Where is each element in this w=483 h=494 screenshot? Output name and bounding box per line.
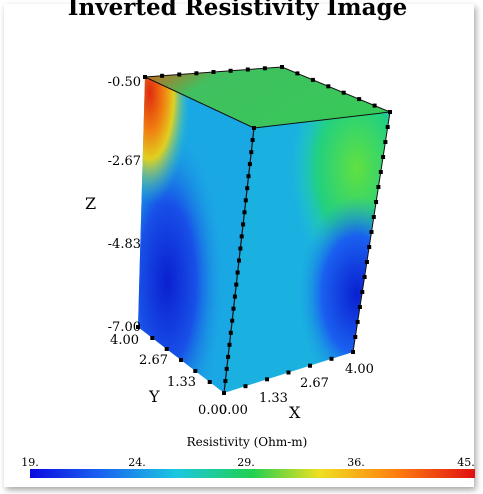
chart-title: Inverted Resistivity Image bbox=[67, 0, 408, 21]
edge-marker-46 bbox=[374, 200, 379, 204]
edge-marker-14 bbox=[357, 97, 362, 102]
edge-marker-52 bbox=[360, 290, 365, 294]
edge-marker-33 bbox=[230, 318, 235, 323]
edge-marker-35 bbox=[227, 342, 232, 347]
x-tick-3: 2.67 bbox=[300, 376, 329, 391]
edge-marker-0 bbox=[143, 75, 147, 79]
x-axis-label: X bbox=[289, 403, 301, 422]
edge-marker-64 bbox=[136, 325, 140, 329]
edge-marker-5 bbox=[228, 68, 233, 73]
colorbar-label: Resistivity (Ohm-m) bbox=[187, 435, 308, 449]
y-tick-3: 1.33 bbox=[167, 375, 196, 390]
edge-marker-32 bbox=[231, 306, 236, 311]
edge-marker-68 bbox=[193, 369, 198, 373]
edge-marker-30 bbox=[234, 282, 239, 287]
edge-marker-25 bbox=[241, 222, 246, 227]
edge-marker-41 bbox=[385, 125, 390, 129]
colorbar bbox=[30, 469, 475, 478]
edge-marker-44 bbox=[378, 170, 383, 174]
edge-marker-66 bbox=[164, 347, 169, 351]
edge-marker-4 bbox=[211, 70, 216, 74]
edge-marker-51 bbox=[362, 275, 367, 279]
edge-marker-20 bbox=[247, 162, 252, 167]
edge-markers bbox=[136, 65, 392, 395]
edge-marker-65 bbox=[150, 336, 155, 340]
edge-marker-45 bbox=[376, 185, 381, 189]
edge-marker-70 bbox=[222, 391, 226, 395]
edge-marker-62 bbox=[329, 356, 334, 361]
x-tick-4: 4.00 bbox=[345, 362, 374, 377]
z-tick-4: -7.00 bbox=[108, 320, 141, 335]
edge-marker-38 bbox=[223, 379, 228, 383]
z-tick-2: -2.67 bbox=[108, 154, 141, 169]
z-axis-label: Z bbox=[85, 194, 96, 213]
edge-marker-37 bbox=[224, 366, 229, 371]
edge-marker-23 bbox=[243, 198, 248, 203]
edge-marker-59 bbox=[265, 377, 269, 382]
edge-marker-1 bbox=[160, 73, 165, 78]
edge-marker-18 bbox=[250, 138, 255, 142]
y-tick-4: 0.00 bbox=[198, 403, 227, 418]
edge-marker-3 bbox=[194, 71, 199, 76]
edge-marker-2 bbox=[177, 72, 182, 77]
edge-marker-22 bbox=[245, 186, 250, 191]
edge-marker-53 bbox=[357, 305, 362, 309]
edge-marker-63 bbox=[351, 350, 355, 354]
edge-marker-69 bbox=[207, 380, 212, 384]
resistivity-volume bbox=[138, 66, 391, 394]
top-face bbox=[145, 67, 390, 128]
edge-marker-50 bbox=[364, 260, 369, 264]
edge-marker-17 bbox=[252, 126, 256, 130]
edge-marker-34 bbox=[228, 330, 233, 335]
z-tick-3: -4.83 bbox=[108, 237, 141, 252]
colorbar-tick-1: 19. bbox=[21, 456, 39, 469]
y-axis-label: Y bbox=[148, 387, 160, 406]
edge-marker-61 bbox=[308, 363, 312, 368]
edge-marker-6 bbox=[245, 67, 250, 72]
colorbar-tick-4: 36. bbox=[347, 456, 365, 469]
edge-marker-43 bbox=[381, 155, 386, 159]
edge-marker-15 bbox=[372, 103, 377, 108]
y-tick-2: 2.67 bbox=[139, 353, 168, 368]
edge-marker-60 bbox=[286, 370, 291, 375]
edge-marker-28 bbox=[237, 258, 241, 263]
edge-marker-27 bbox=[238, 246, 243, 251]
edge-marker-26 bbox=[239, 234, 244, 239]
edge-marker-42 bbox=[383, 140, 388, 144]
colorbar-tick-2: 24. bbox=[128, 456, 146, 469]
edge-marker-58 bbox=[243, 384, 248, 389]
edge-marker-47 bbox=[371, 215, 376, 219]
colorbar-tick-5: 45. bbox=[457, 456, 475, 469]
edge-marker-29 bbox=[235, 270, 240, 275]
colorbar-tick-3: 29. bbox=[237, 456, 255, 469]
edge-marker-11 bbox=[310, 77, 315, 82]
z-tick-1: -0.50 bbox=[108, 75, 141, 90]
edge-marker-19 bbox=[249, 150, 254, 155]
y-tick-1: 4.00 bbox=[110, 333, 139, 348]
x-tick-2: 1.33 bbox=[259, 391, 288, 406]
edge-marker-55 bbox=[353, 335, 358, 339]
edge-marker-24 bbox=[242, 210, 247, 215]
edge-marker-67 bbox=[179, 358, 183, 362]
edge-marker-31 bbox=[232, 294, 237, 299]
edge-marker-9 bbox=[280, 65, 284, 69]
edge-marker-7 bbox=[262, 66, 267, 71]
edge-marker-40 bbox=[388, 110, 392, 114]
edge-marker-21 bbox=[246, 174, 251, 179]
x-tick-1: 0.00 bbox=[219, 403, 248, 418]
edge-marker-49 bbox=[367, 245, 372, 249]
edge-marker-10 bbox=[295, 71, 300, 76]
edge-marker-36 bbox=[226, 354, 231, 359]
edge-marker-12 bbox=[326, 84, 331, 89]
edge-marker-13 bbox=[341, 90, 346, 95]
edge-marker-54 bbox=[355, 320, 360, 324]
edge-marker-48 bbox=[369, 230, 374, 234]
